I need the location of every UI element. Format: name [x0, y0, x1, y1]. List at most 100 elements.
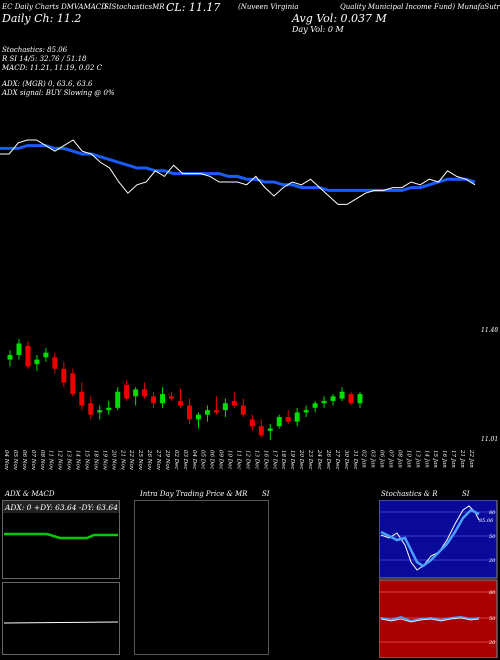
header-si: R SI 14/5: 32.76 / 51.18 — [2, 55, 87, 63]
date-tick-label: 13 Dec — [253, 450, 259, 470]
date-tick-label: 18 Dec — [280, 450, 286, 470]
date-tick-label: 18 Nov — [92, 450, 98, 471]
header-adx-signal: ADX signal: BUY Slowing @ 0% — [2, 89, 115, 97]
header-avg-vol: Avg Vol: 0.037 M — [292, 12, 387, 25]
date-tick-label: 06 Nov — [21, 450, 27, 471]
header-stochastics: Stochastics: 85.06 — [2, 46, 68, 54]
date-tick-label: 14 Nov — [75, 450, 81, 471]
date-tick-label: 26 Nov — [146, 449, 152, 471]
candle-body — [97, 410, 103, 413]
adx-macd-title: ADX & MACD — [5, 490, 55, 498]
date-tick-label: 04 Dec — [191, 450, 197, 470]
price-axis-bottom-label: 11.01 — [481, 436, 498, 443]
date-tick-label: 12 Nov — [57, 450, 63, 471]
date-tick-label: 16 Jan — [441, 450, 447, 468]
date-tick-label: 20 Nov — [110, 449, 116, 471]
candle-body — [115, 391, 121, 408]
header-title-a: EC Daily Charts DMVAMACD — [2, 3, 107, 11]
date-tick-label: 23 Dec — [307, 449, 313, 470]
date-tick-label: 19 Nov — [101, 450, 107, 471]
date-tick-label: 05 Dec — [200, 450, 206, 470]
candle-body — [79, 391, 85, 406]
candle-body — [178, 400, 184, 406]
candle-body — [285, 417, 291, 422]
candle-body — [43, 352, 49, 358]
candle-body — [222, 403, 228, 411]
candle-body — [7, 354, 13, 360]
candle-body — [106, 407, 112, 411]
candle-body — [142, 389, 148, 397]
stochastics-d-line — [380, 508, 480, 568]
candle-body — [231, 400, 237, 406]
date-tick-label: 02 Dec — [173, 450, 179, 470]
date-tick-label: 09 Dec — [218, 450, 224, 470]
intraday-title: Intra Day Trading Price & MR — [140, 490, 248, 498]
date-tick-label: 04 Nov — [3, 450, 9, 471]
candle-body — [25, 345, 31, 367]
intraday-si: SI — [262, 490, 270, 498]
candle-body — [70, 373, 76, 395]
candle-body — [88, 403, 94, 415]
date-tick-label: 15 Jan — [432, 450, 438, 468]
adx-line — [4, 532, 118, 540]
date-tick-label: 07 Jan — [388, 450, 394, 468]
candle-body — [294, 412, 300, 422]
header-macd: MACD: 11.21, 11.19, 0.02 C — [2, 64, 102, 72]
adx-header-bg — [3, 501, 119, 513]
candle-body — [312, 403, 318, 408]
candle-body — [357, 394, 363, 404]
stochastics-title: Stochastics & R — [381, 490, 438, 498]
candle-body — [213, 410, 219, 413]
date-tick-label: 10 Jan — [405, 450, 411, 468]
date-tick-label: 06 Dec — [209, 450, 215, 470]
date-tick-label: 16 Dec — [262, 450, 268, 470]
date-tick-label: 03 Dec — [182, 450, 188, 470]
candle-body — [34, 359, 40, 365]
candle-body — [151, 396, 157, 404]
stochastics-k-line — [380, 505, 480, 571]
date-tick-label: 11 Dec — [236, 450, 242, 470]
date-tick-label: 26 Dec — [325, 449, 331, 470]
macd-frame — [2, 582, 120, 655]
stochastics-si: SI — [462, 490, 470, 498]
candle-body — [186, 405, 192, 420]
date-tick-label: 21 Jan — [459, 449, 465, 468]
adx-panel: ADX: 0 +DY: 63.64 -DY: 63.64 — [2, 500, 120, 655]
date-tick-label: 07 Nov — [30, 450, 36, 471]
price-line — [0, 139, 476, 205]
header-title-b: SIStochasticsMR — [104, 3, 165, 11]
moving-average-line — [0, 144, 476, 192]
date-tick-label: 27 Dec — [334, 449, 340, 470]
intraday-panel — [134, 500, 269, 655]
header-daily-change: Daily Ch: 11.2 — [2, 12, 82, 25]
date-tick-label: 06 Jan — [379, 450, 385, 468]
date-tick-label: 13 Jan — [414, 450, 420, 468]
date-tick-label: 14 Jan — [423, 450, 429, 468]
date-tick-label: 15 Nov — [84, 450, 90, 471]
candle-body — [348, 394, 354, 404]
date-tick-label: 13 Nov — [66, 450, 72, 471]
date-tick-label: 19 Dec — [289, 450, 295, 470]
candle-body — [240, 405, 246, 415]
candle-body — [330, 396, 336, 401]
date-tick-label: 12 Dec — [244, 450, 250, 470]
candle-body — [52, 357, 58, 369]
date-tick-label: 17 Jan — [450, 450, 456, 468]
date-tick-label: 10 Dec — [227, 450, 233, 470]
date-tick-label: 22 Jan — [468, 449, 474, 468]
candle-body — [276, 417, 282, 427]
header-adx: ADX: (MGR) 0, 63.6, 63.6 — [2, 80, 93, 88]
candle-body — [160, 394, 166, 404]
price-chart: 04 Nov 05 Nov 06 Nov 07 Nov 08 Nov 11 Nov 12 N… — [0, 139, 498, 471]
stochastics-value: 85.06 — [479, 518, 494, 524]
candle-body — [303, 410, 309, 413]
date-tick-label: 30 Dec — [343, 450, 349, 470]
intraday-frame — [134, 500, 269, 655]
stochastics-tick-50: 50 — [489, 534, 496, 540]
rsi-tick-20: 20 — [488, 640, 496, 646]
date-tick-label: 25 Nov — [137, 449, 143, 471]
date-tick-label: 20 Dec — [298, 449, 304, 470]
candle-body — [61, 368, 67, 383]
header-day-vol: Day Vol: 0 M — [292, 25, 344, 34]
rsi-signal-line — [380, 617, 480, 623]
